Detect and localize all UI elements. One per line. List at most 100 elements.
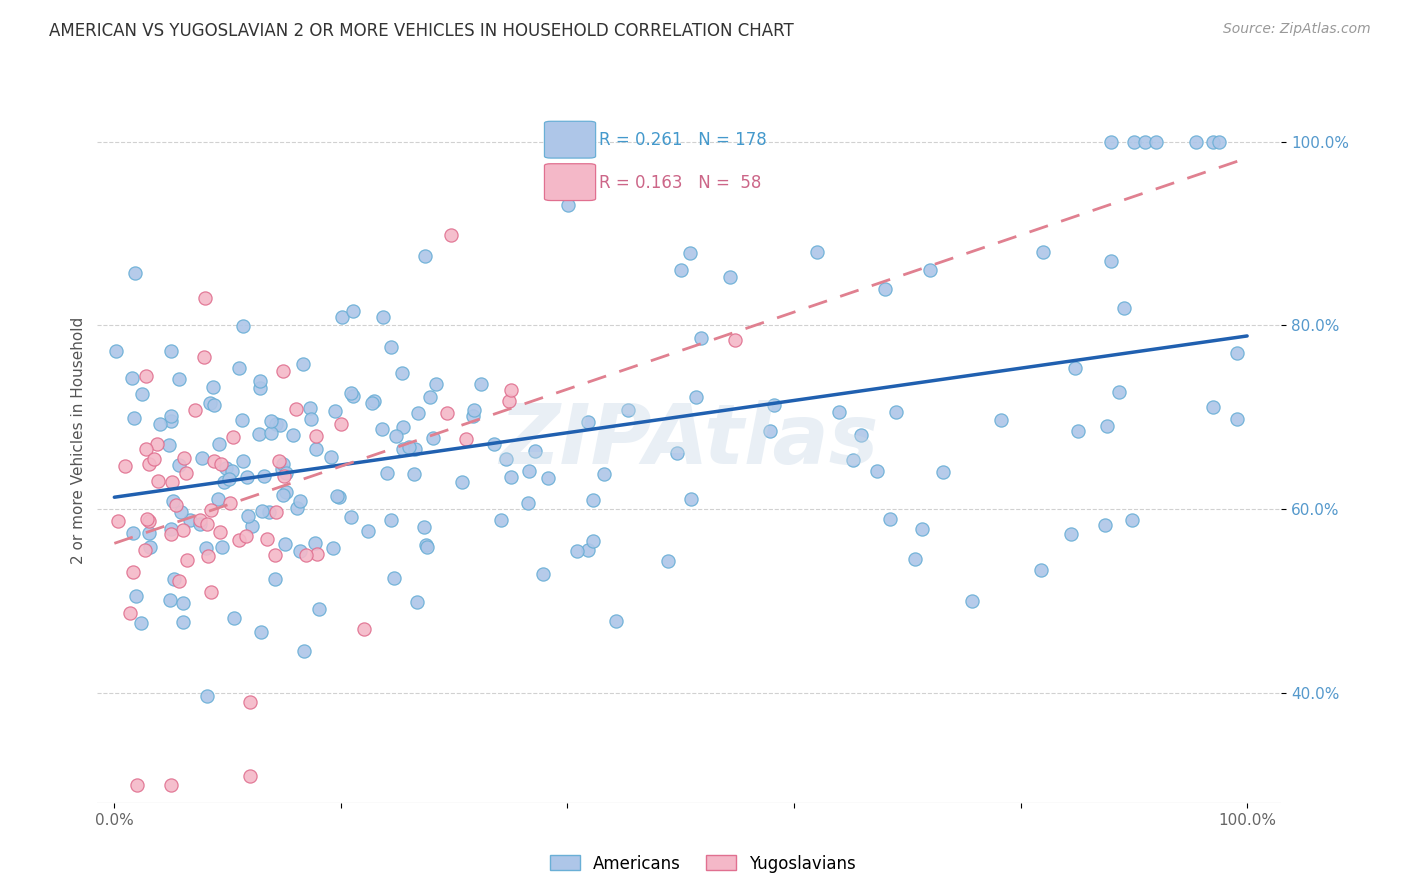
Point [250, 504, 273, 518]
Point [163, 572, 186, 586]
Point [172, 523, 194, 537]
Point [173, 451, 195, 466]
Point [159, 593, 181, 607]
Point [146, 436, 169, 450]
Y-axis label: 2 or more Vehicles in Household: 2 or more Vehicles in Household [72, 317, 86, 564]
Point [681, 492, 703, 507]
Point [375, 466, 398, 480]
Point [239, 769, 262, 783]
Point [762, 398, 785, 412]
Point [412, 520, 434, 534]
Point [406, 406, 429, 420]
Point [160, 414, 183, 428]
Point [605, 614, 627, 628]
Point [422, 431, 444, 445]
Point [195, 541, 218, 555]
Point [228, 533, 250, 547]
Point [1202, 400, 1225, 414]
Point [249, 381, 271, 395]
Point [391, 420, 413, 434]
Point [1099, 254, 1122, 268]
Point [139, 540, 162, 554]
Point [207, 437, 229, 451]
Point [257, 505, 280, 519]
Point [404, 442, 426, 457]
Point [828, 405, 851, 419]
Point [160, 409, 183, 424]
Point [305, 429, 328, 443]
Point [326, 489, 349, 503]
Point [274, 485, 297, 500]
Point [212, 475, 235, 490]
Point [371, 421, 394, 435]
Point [138, 457, 160, 471]
Point [134, 543, 156, 558]
Point [198, 396, 221, 410]
Point [1121, 513, 1143, 527]
Point [157, 438, 180, 452]
Point [114, 459, 136, 474]
Point [195, 689, 218, 703]
Point [295, 549, 318, 563]
Point [235, 529, 257, 543]
Point [450, 475, 472, 489]
Point [537, 471, 560, 485]
Point [288, 544, 311, 558]
Point [456, 432, 478, 446]
Point [380, 513, 402, 527]
Point [228, 361, 250, 376]
Point [391, 366, 413, 380]
Point [419, 390, 441, 404]
Point [270, 461, 292, 475]
Point [188, 513, 211, 527]
Point [284, 401, 307, 416]
Point [849, 428, 872, 442]
Legend: Americans, Yugoslavians: Americans, Yugoslavians [543, 848, 863, 880]
Point [669, 263, 692, 277]
Point [232, 318, 254, 333]
Point [495, 452, 517, 467]
Point [256, 532, 278, 546]
Point [582, 493, 605, 508]
Point [135, 442, 157, 456]
Point [240, 519, 263, 533]
Point [162, 475, 184, 489]
Point [517, 496, 540, 510]
Point [207, 491, 229, 506]
Point [264, 549, 287, 563]
Point [718, 270, 741, 285]
Point [328, 490, 350, 504]
Point [918, 263, 941, 277]
Point [523, 444, 546, 458]
Point [1032, 245, 1054, 260]
Point [172, 615, 194, 629]
Point [308, 602, 330, 616]
Point [266, 506, 288, 520]
Point [353, 622, 375, 636]
Point [724, 333, 747, 347]
Point [1094, 517, 1116, 532]
Point [222, 610, 245, 624]
Point [160, 344, 183, 359]
Point [271, 364, 294, 378]
Point [363, 394, 385, 409]
Point [269, 453, 291, 467]
Point [357, 524, 380, 538]
Point [679, 246, 702, 260]
Point [136, 511, 159, 525]
Point [298, 401, 321, 415]
Point [342, 304, 364, 318]
Point [200, 502, 222, 516]
Point [194, 291, 217, 305]
Point [904, 552, 927, 566]
Point [491, 513, 513, 527]
Point [361, 395, 384, 409]
Point [1208, 135, 1230, 149]
Point [307, 547, 329, 561]
Point [238, 508, 260, 523]
Point [1095, 419, 1118, 434]
Point [384, 428, 406, 442]
Point [222, 430, 245, 444]
Point [873, 282, 896, 296]
Point [149, 417, 172, 432]
